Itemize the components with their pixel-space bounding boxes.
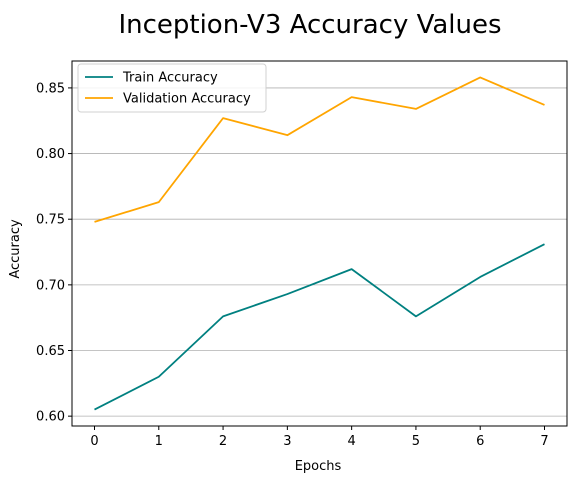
y-tick-label-5: 0.85	[36, 81, 65, 96]
x-axis-label: Epochs	[295, 459, 342, 474]
legend: Train Accuracy Validation Accuracy	[77, 63, 267, 113]
y-tick-label-3: 0.75	[36, 213, 65, 228]
x-tick-label-1: 1	[155, 434, 163, 449]
y-tick-label-2: 0.70	[36, 278, 65, 293]
grid-lines	[72, 87, 567, 417]
y-axis-ticks: 0.60 0.65 0.70 0.75 0.80 0.85	[36, 81, 72, 425]
x-tick-label-6: 6	[476, 434, 484, 449]
x-tick-label-5: 5	[412, 434, 420, 449]
series-line-1	[94, 76, 545, 223]
legend-label-0: Train Accuracy	[122, 71, 218, 86]
series-lines	[94, 76, 545, 411]
series-line-0	[94, 243, 545, 411]
x-tick-label-0: 0	[90, 434, 98, 449]
x-tick-label-3: 3	[283, 434, 291, 449]
y-axis-label: Accuracy	[8, 219, 23, 279]
y-tick-label-0: 0.60	[36, 410, 65, 425]
x-tick-label-4: 4	[348, 434, 356, 449]
x-tick-label-7: 7	[540, 434, 548, 449]
legend-label-1: Validation Accuracy	[123, 92, 251, 107]
plot-frame	[71, 60, 568, 427]
x-tick-label-2: 2	[219, 434, 227, 449]
chart-title: Inception-V3 Accuracy Values	[118, 10, 501, 40]
legend-box	[77, 63, 267, 113]
y-tick-label-1: 0.65	[36, 344, 65, 359]
y-tick-label-4: 0.80	[36, 147, 65, 162]
x-axis-ticks: 0 1 2 3 4 5 6 7	[90, 426, 549, 449]
